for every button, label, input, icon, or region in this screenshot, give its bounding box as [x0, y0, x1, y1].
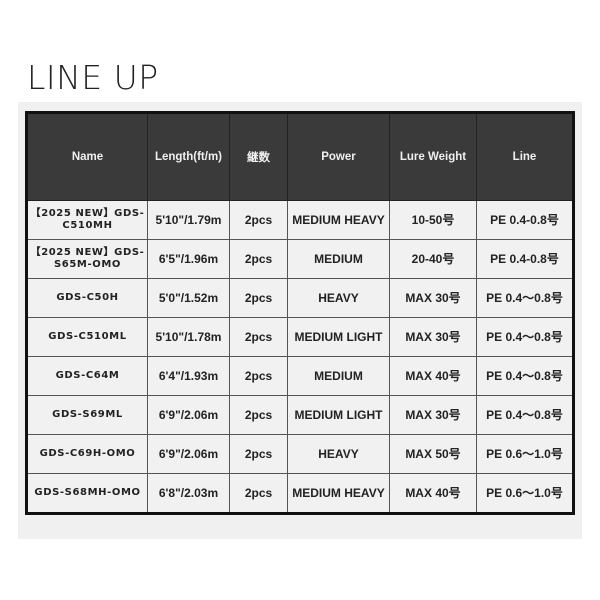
table-row: 【2025 NEW】GDS-S65M-OMO 6'5"/1.96m 2pcs MEDI…: [26, 239, 574, 279]
cell-pieces: 2pcs: [229, 395, 288, 435]
lineup-table: Name Length(ft/m) 継数 Power Lure Weight Line 【…: [25, 111, 575, 515]
cell-power: HEAVY: [287, 434, 390, 474]
header-row: Name Length(ft/m) 継数 Power Lure Weight Line: [26, 112, 574, 201]
cell-power: MEDIUM HEAVY: [287, 473, 390, 514]
cell-lure-weight: 20-40号: [389, 239, 477, 279]
header-length: Length(ft/m): [147, 112, 230, 201]
cell-pieces: 2pcs: [229, 473, 288, 514]
table-row: GDS-C69H-OMO 6'9"/2.06m 2pcs HEAVY MAX 50号 PE…: [26, 434, 574, 474]
cell-lure-weight: MAX 40号: [389, 356, 477, 396]
cell-length: 5'10"/1.79m: [147, 200, 230, 240]
header-line: Line: [476, 112, 574, 201]
cell-line: PE 0.4～0.8号: [476, 278, 574, 318]
cell-length: 6'9"/2.06m: [147, 434, 230, 474]
cell-pieces: 2pcs: [229, 200, 288, 240]
cell-pieces: 2pcs: [229, 434, 288, 474]
page-title: LINE UP: [27, 58, 159, 97]
cell-pieces: 2pcs: [229, 317, 288, 357]
cell-lure-weight: MAX 50号: [389, 434, 477, 474]
cell-power: MEDIUM: [287, 356, 390, 396]
cell-power: MEDIUM LIGHT: [287, 395, 390, 435]
cell-name: GDS-S68MH-OMO: [26, 473, 148, 514]
cell-power: MEDIUM LIGHT: [287, 317, 390, 357]
cell-name: GDS-C64M: [26, 356, 148, 396]
cell-name: GDS-C69H-OMO: [26, 434, 148, 474]
cell-lure-weight: 10-50号: [389, 200, 477, 240]
cell-lure-weight: MAX 30号: [389, 278, 477, 318]
cell-lure-weight: MAX 30号: [389, 395, 477, 435]
cell-length: 6'8"/2.03m: [147, 473, 230, 514]
table-row: GDS-C510ML 5'10"/1.78m 2pcs MEDIUM LIGHT MAX…: [26, 317, 574, 357]
cell-pieces: 2pcs: [229, 278, 288, 318]
cell-name: GDS-C510ML: [26, 317, 148, 357]
cell-power: MEDIUM HEAVY: [287, 200, 390, 240]
cell-length: 5'10"/1.78m: [147, 317, 230, 357]
cell-pieces: 2pcs: [229, 356, 288, 396]
cell-line: PE 0.6～1.0号: [476, 434, 574, 474]
cell-line: PE 0.6～1.0号: [476, 473, 574, 514]
cell-line: PE 0.4～0.8号: [476, 395, 574, 435]
cell-name: 【2025 NEW】GDS-S65M-OMO: [26, 239, 148, 279]
cell-length: 6'5"/1.96m: [147, 239, 230, 279]
header-power: Power: [287, 112, 390, 201]
cell-pieces: 2pcs: [229, 239, 288, 279]
cell-line: PE 0.4-0.8号: [476, 200, 574, 240]
cell-power: MEDIUM: [287, 239, 390, 279]
header-pieces: 継数: [229, 112, 288, 201]
table-row: 【2025 NEW】GDS-C510MH 5'10"/1.79m 2pcs MEDIU…: [26, 200, 574, 240]
table-row: GDS-C50H 5'0"/1.52m 2pcs HEAVY MAX 30号 PE 0.4…: [26, 278, 574, 318]
cell-lure-weight: MAX 30号: [389, 317, 477, 357]
cell-name: GDS-S69ML: [26, 395, 148, 435]
cell-line: PE 0.4～0.8号: [476, 317, 574, 357]
cell-name: 【2025 NEW】GDS-C510MH: [26, 200, 148, 240]
header-lure-weight: Lure Weight: [389, 112, 477, 201]
cell-length: 5'0"/1.52m: [147, 278, 230, 318]
cell-length: 6'9"/2.06m: [147, 395, 230, 435]
table-row: GDS-C64M 6'4"/1.93m 2pcs MEDIUM MAX 40号 PE 0.…: [26, 356, 574, 396]
cell-lure-weight: MAX 40号: [389, 473, 477, 514]
table-row: GDS-S68MH-OMO 6'8"/2.03m 2pcs MEDIUM HEAVY M…: [26, 473, 574, 514]
cell-name: GDS-C50H: [26, 278, 148, 318]
cell-line: PE 0.4-0.8号: [476, 239, 574, 279]
table-row: GDS-S69ML 6'9"/2.06m 2pcs MEDIUM LIGHT MAX 3…: [26, 395, 574, 435]
cell-length: 6'4"/1.93m: [147, 356, 230, 396]
header-name: Name: [26, 112, 148, 201]
cell-power: HEAVY: [287, 278, 390, 318]
cell-line: PE 0.4～0.8号: [476, 356, 574, 396]
